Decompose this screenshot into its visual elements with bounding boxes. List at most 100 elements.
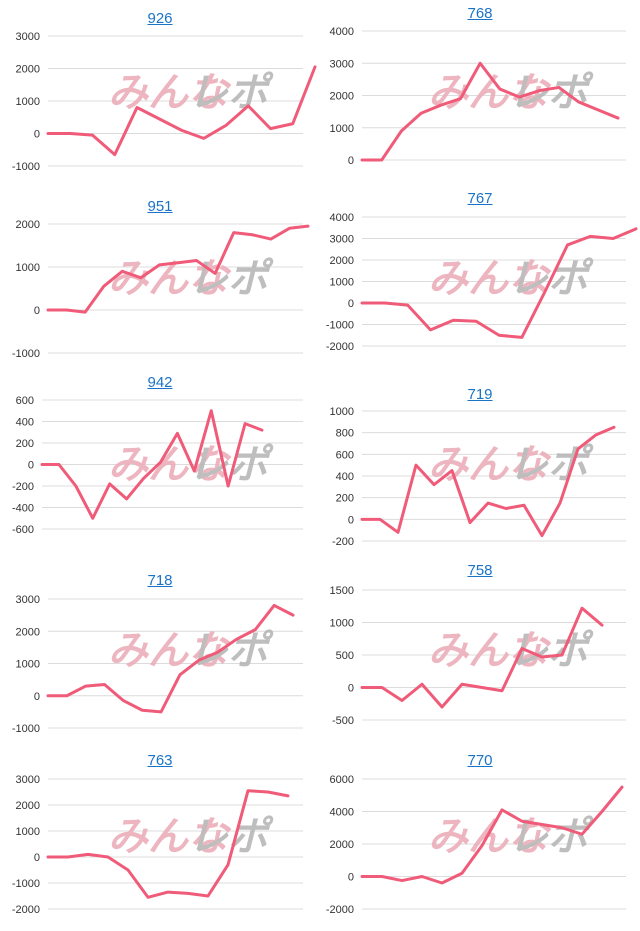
data-point (247, 790, 249, 792)
data-point (292, 123, 294, 125)
chart-title-link[interactable]: 770 (467, 752, 493, 769)
svg-text:みんな: みんな (108, 443, 232, 487)
data-point (566, 244, 569, 246)
chart-title-link[interactable]: 951 (147, 198, 173, 215)
y-tick-label: -1000 (12, 161, 40, 173)
chart-title-link[interactable]: 767 (467, 190, 493, 207)
data-point (233, 232, 235, 234)
data-point (217, 651, 219, 653)
y-tick-label: 2000 (16, 64, 40, 76)
chart-panel: 951 2000 1000 0 -1000 みんな レポ (0, 186, 320, 372)
y-tick-label: 2000 (16, 219, 40, 231)
chart-panel: 926 3000 2000 1000 0 -1000 みんな レポ (0, 0, 320, 186)
y-tick-label: 1000 (16, 96, 40, 108)
y-tick-label: 600 (336, 449, 354, 461)
data-point (147, 896, 149, 898)
y-tick-label: 3000 (16, 594, 40, 606)
chart-title-link[interactable]: 719 (467, 386, 493, 403)
data-point (415, 464, 417, 466)
y-tick-label: 500 (336, 650, 354, 662)
data-point (47, 132, 49, 135)
y-tick-label: -1000 (12, 723, 40, 735)
data-point (292, 614, 294, 616)
data-point (180, 129, 183, 131)
data-point (247, 105, 249, 107)
data-point (187, 892, 189, 894)
data-point (91, 134, 94, 136)
data-point (558, 86, 560, 89)
chart-panel: 942 600 400 200 0 -200 -400 -600 みんな レポ (0, 372, 320, 558)
data-point (561, 654, 563, 656)
data-point (635, 228, 637, 230)
data-point (69, 132, 71, 135)
y-tick-label: 0 (34, 129, 40, 141)
svg-text:レポ: レポ (508, 71, 594, 115)
svg-text:レポ: レポ (508, 443, 594, 487)
chart-panel: 718 3000 2000 1000 0 -1000 みんな レポ (0, 558, 320, 744)
data-point (601, 810, 603, 813)
data-point (140, 277, 142, 279)
data-point (361, 302, 363, 304)
data-point (103, 285, 105, 287)
data-point (499, 88, 501, 90)
data-point (75, 485, 77, 487)
data-point (401, 879, 403, 882)
chart-title-link[interactable]: 926 (147, 10, 173, 27)
y-tick-label: 1000 (16, 659, 40, 671)
data-point (288, 227, 291, 229)
data-point (601, 624, 603, 626)
data-point (227, 864, 229, 866)
y-tick-label: -600 (12, 524, 34, 536)
y-tick-label: 0 (28, 460, 34, 472)
data-point (177, 262, 179, 264)
chart-title-link[interactable]: 768 (467, 5, 493, 22)
data-point (136, 106, 138, 109)
y-tick-label: 6000 (330, 774, 354, 786)
y-tick-label: 1500 (330, 585, 354, 597)
y-tick-label: 1000 (330, 277, 354, 289)
chart-title-link[interactable]: 763 (147, 752, 173, 769)
data-point (381, 875, 383, 878)
data-point (203, 137, 205, 139)
data-point (612, 237, 614, 240)
data-point (107, 856, 109, 858)
data-point (481, 845, 483, 847)
y-tick-label: 0 (348, 514, 354, 526)
data-point (501, 690, 503, 692)
data-point (160, 711, 162, 713)
data-point (235, 638, 238, 640)
data-point (498, 334, 500, 336)
y-tick-label: 2000 (16, 626, 40, 638)
y-tick-label: 0 (34, 691, 40, 703)
data-point (621, 786, 623, 788)
data-point (47, 695, 49, 697)
chart-title-link[interactable]: 718 (147, 572, 173, 589)
data-point (47, 309, 49, 311)
data-point (481, 686, 483, 689)
data-point (176, 432, 178, 434)
y-tick-label: -1000 (12, 878, 40, 890)
data-point (381, 159, 383, 161)
data-point (452, 319, 454, 321)
y-tick-label: 2000 (16, 800, 40, 812)
data-point (613, 426, 615, 428)
chart-title-link[interactable]: 758 (467, 562, 493, 579)
chart-panel: 763 3000 2000 1000 0 -1000 -2000 みんな レポ (0, 744, 320, 931)
svg-text:レポ: レポ (188, 71, 274, 115)
data-point (440, 104, 442, 106)
data-point (198, 659, 200, 661)
y-tick-label: 2000 (330, 91, 354, 103)
data-point (521, 820, 523, 822)
chart-panel: 768 4000 3000 2000 1000 0 みんな レポ (320, 0, 640, 186)
chart-title-link[interactable]: 942 (147, 374, 173, 391)
data-point (167, 891, 169, 893)
data-point (381, 686, 383, 689)
data-point (469, 521, 471, 524)
data-point (159, 461, 162, 463)
